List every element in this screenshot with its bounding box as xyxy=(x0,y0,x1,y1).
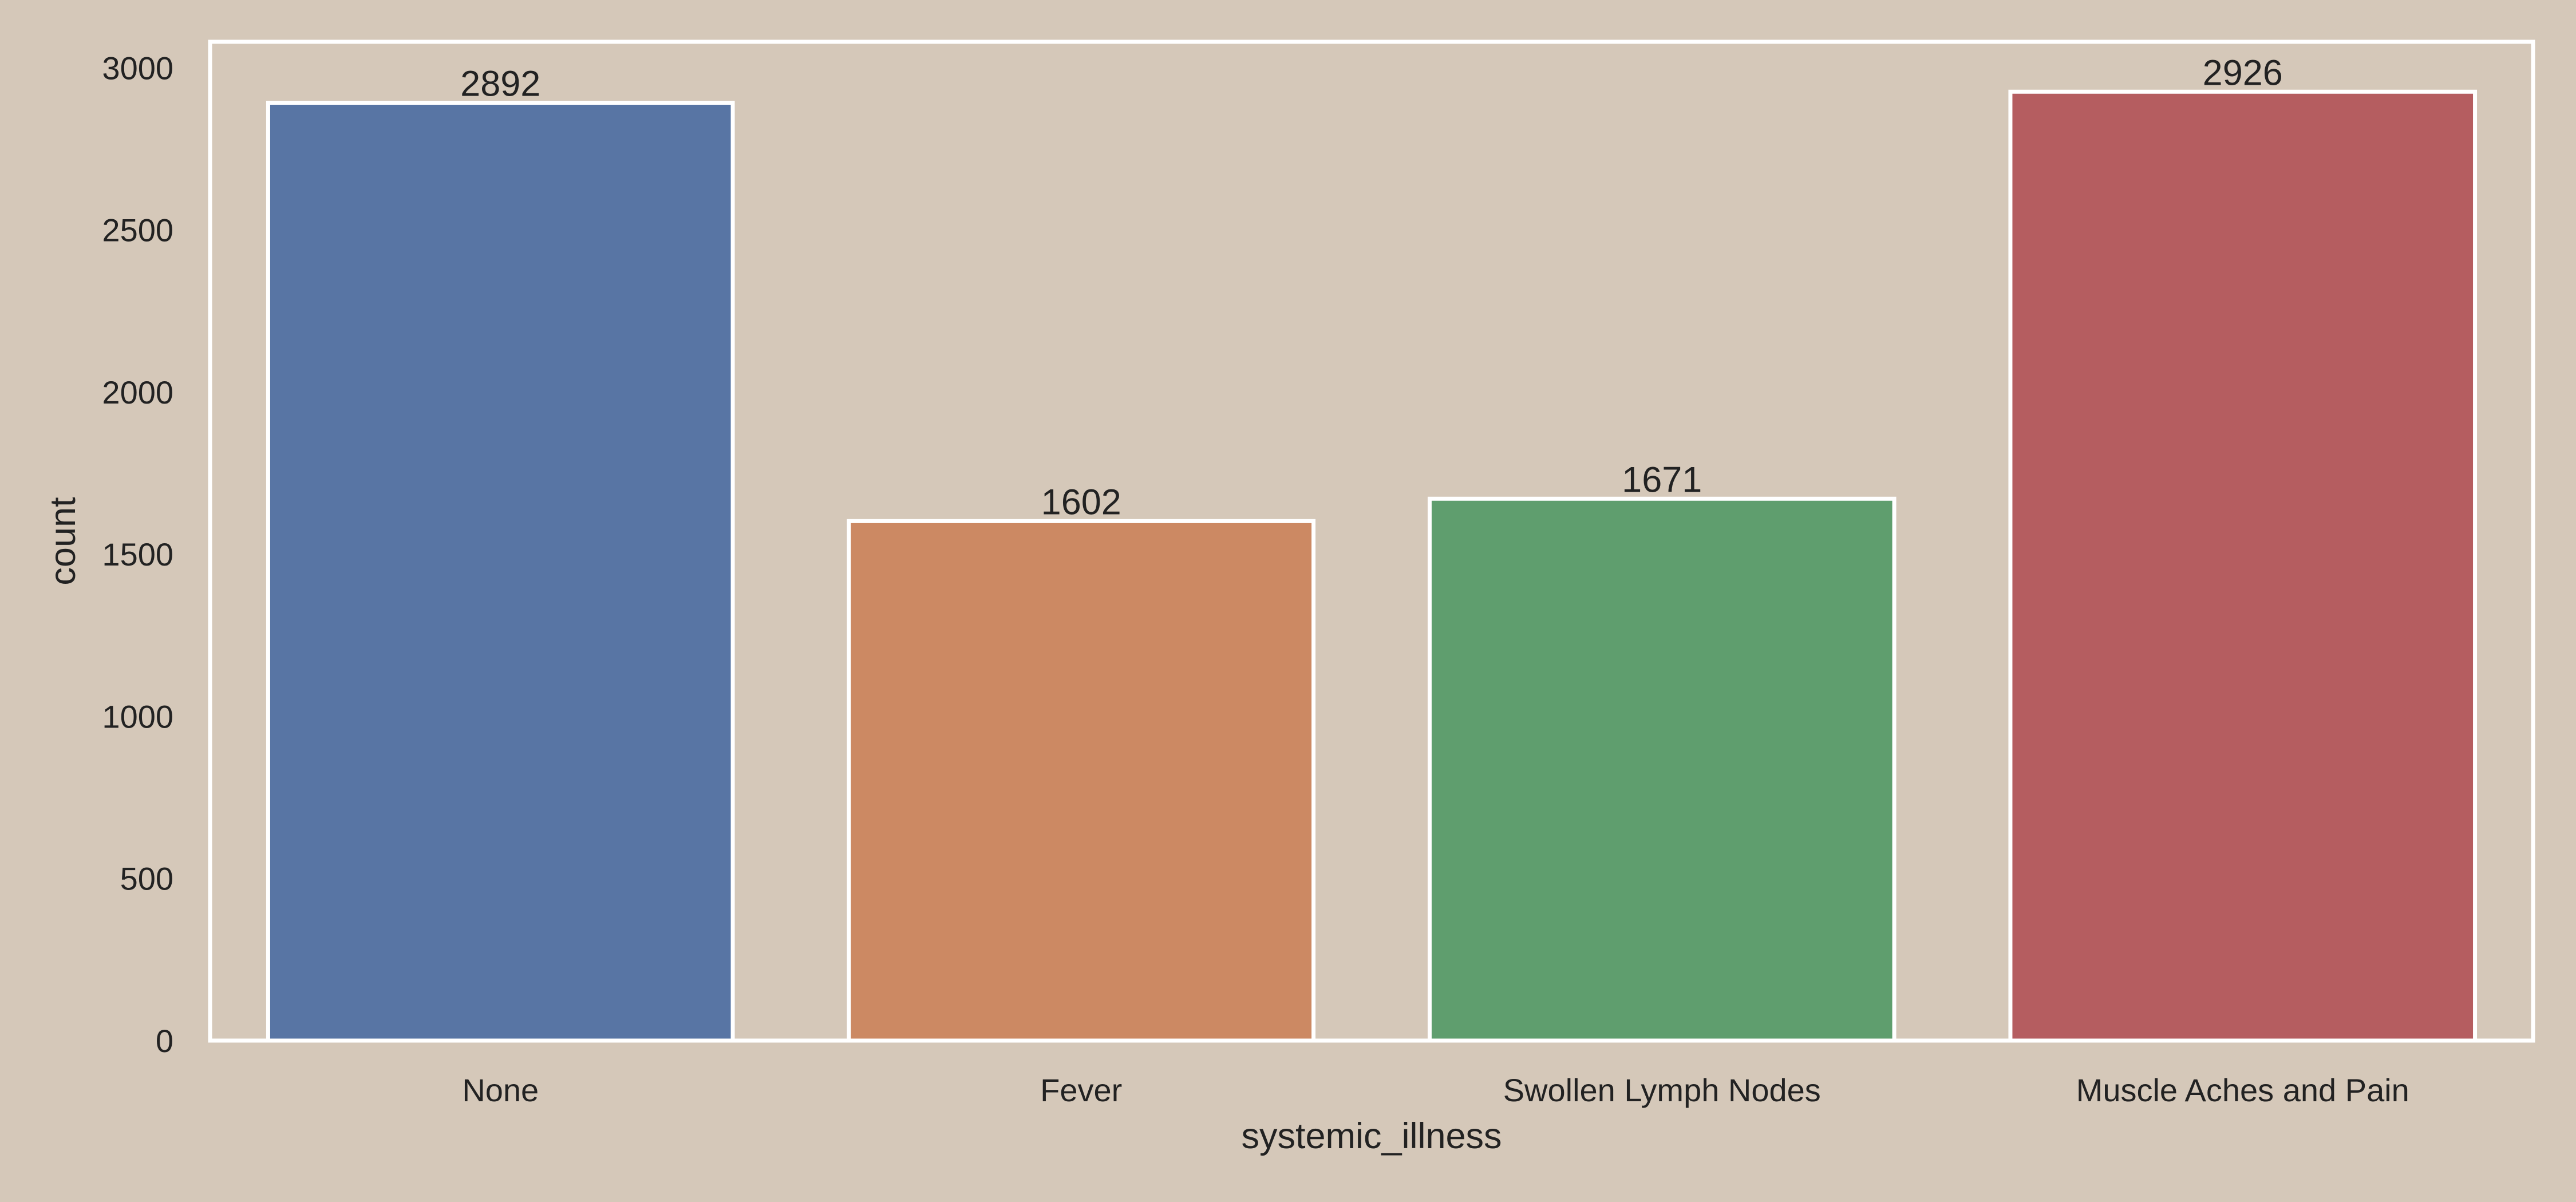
data-label-swollen-lymph-nodes: 1671 xyxy=(1622,460,1702,500)
y-tick-label-1000: 1000 xyxy=(102,698,173,734)
y-tick-label-3000: 3000 xyxy=(102,50,173,86)
x-tick-label-muscle-aches-and-pain: Muscle Aches and Pain xyxy=(2076,1072,2409,1108)
x-tick-label-fever: Fever xyxy=(1040,1072,1122,1108)
plot-frame xyxy=(208,39,2535,1043)
bar-fever xyxy=(847,519,1316,1043)
x-axis-ticks: None Fever Swollen Lymph Nodes Muscle Aches… xyxy=(462,1072,2409,1108)
data-label-muscle-aches-and-pain: 2926 xyxy=(2203,53,2283,93)
y-tick-label-500: 500 xyxy=(120,861,173,897)
bar-swollen-lymph-nodes xyxy=(1427,496,1897,1043)
bar-none xyxy=(266,101,735,1043)
data-labels-group: 2892 1602 1671 2926 xyxy=(460,53,2283,522)
bar-muscle-aches-and-pain xyxy=(2008,89,2478,1043)
x-tick-label-none: None xyxy=(462,1072,539,1108)
data-label-none: 2892 xyxy=(460,64,540,104)
y-tick-label-2000: 2000 xyxy=(102,374,173,410)
y-tick-label-1500: 1500 xyxy=(102,536,173,572)
y-axis-ticks: 0 500 1000 1500 2000 2500 3000 xyxy=(102,50,173,1059)
y-axis-label: count xyxy=(43,497,83,586)
x-axis-label: systemic_illness xyxy=(1241,1116,1502,1156)
data-label-fever: 1602 xyxy=(1041,482,1121,522)
x-tick-label-swollen-lymph-nodes: Swollen Lymph Nodes xyxy=(1503,1072,1821,1108)
y-tick-label-2500: 2500 xyxy=(102,212,173,248)
y-tick-label-0: 0 xyxy=(156,1023,173,1059)
bars-group xyxy=(266,89,2478,1043)
